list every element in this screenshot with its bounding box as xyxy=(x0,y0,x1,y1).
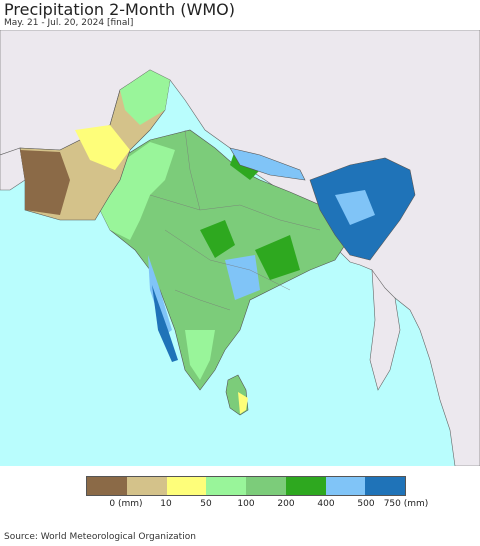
region-pakistan-green-north xyxy=(120,70,170,125)
region-nepal xyxy=(229,147,306,181)
region-myanmar xyxy=(369,268,401,391)
outside-land-west xyxy=(0,147,26,191)
legend-swatch xyxy=(166,477,207,495)
legend-labels: 0 (mm) 10 50 100 200 400 500 750 (mm) xyxy=(86,499,428,515)
legend-label: 0 (mm) xyxy=(109,499,143,509)
legend-label: 10 xyxy=(160,499,172,509)
legend: 0 (mm) 10 50 100 200 400 500 750 (mm) xyxy=(86,476,428,515)
precipitation-map xyxy=(0,30,480,466)
legend-swatch xyxy=(206,477,246,495)
internal-borders xyxy=(149,129,321,311)
legend-swatch xyxy=(325,477,366,495)
source-credit: Source: World Meteorological Organizatio… xyxy=(4,532,196,542)
region-northeast-lightblue xyxy=(335,190,375,225)
region-sri-lanka-yellow xyxy=(238,392,248,414)
region-pakistan-brown xyxy=(20,150,70,215)
legend-swatch xyxy=(87,477,127,495)
legend-label: 400 xyxy=(317,499,335,509)
legend-label: 100 xyxy=(237,499,255,509)
map-subtitle: May. 21 - Jul. 20, 2024 [final] xyxy=(4,18,134,28)
legend-label: 50 xyxy=(200,499,212,509)
region-dark-blue-west-coast xyxy=(152,285,178,362)
map-title: Precipitation 2-Month (WMO) xyxy=(4,0,235,19)
region-dark-green-2 xyxy=(255,235,300,280)
region-light-blue-central xyxy=(225,255,260,300)
legend-swatch xyxy=(365,477,405,495)
legend-label: 500 xyxy=(357,499,375,509)
region-dark-green-1 xyxy=(200,220,235,258)
legend-swatch xyxy=(126,477,167,495)
region-pakistan-yellow xyxy=(75,125,130,170)
legend-swatch xyxy=(285,477,326,495)
region-light-green-south xyxy=(185,330,215,380)
legend-label: 750 (mm) xyxy=(383,499,429,509)
legend-label: 200 xyxy=(277,499,295,509)
region-light-blue-west-coast xyxy=(148,255,172,335)
legend-color-bar xyxy=(86,476,406,496)
legend-swatch xyxy=(246,477,286,495)
